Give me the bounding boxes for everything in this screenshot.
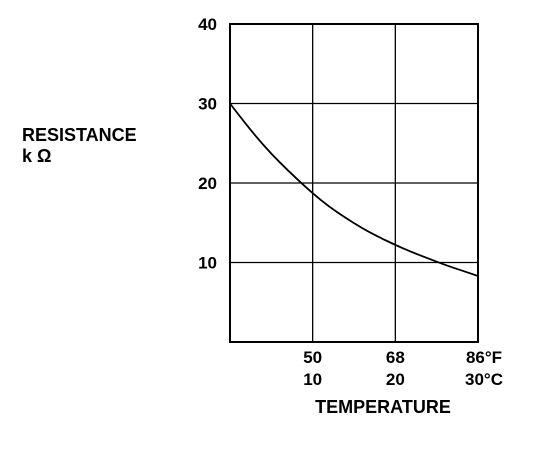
y-tick-label-40: 40 bbox=[198, 15, 217, 34]
y-tick-label-30: 30 bbox=[198, 95, 217, 114]
x-tick-label-f-10: 50 bbox=[303, 348, 322, 367]
y-axis-unit: k Ω bbox=[22, 146, 51, 166]
series-line-resistance bbox=[229, 102, 479, 277]
grid-lines bbox=[230, 24, 478, 342]
y-axis-title: RESISTANCE bbox=[22, 125, 137, 145]
x-tick-label-f-30: 86°F bbox=[466, 348, 502, 367]
y-tick-label-10: 10 bbox=[198, 254, 217, 273]
x-axis-title: TEMPERATURE bbox=[315, 397, 451, 417]
y-tick-labels: 40 30 20 10 bbox=[198, 15, 217, 273]
x-tick-label-c-20: 20 bbox=[386, 370, 405, 389]
x-tick-labels: 50 10 68 20 86°F 30°C bbox=[303, 348, 503, 389]
x-tick-label-c-10: 10 bbox=[303, 370, 322, 389]
y-tick-label-20: 20 bbox=[198, 174, 217, 193]
x-tick-label-f-20: 68 bbox=[386, 348, 405, 367]
x-tick-label-c-30: 30°C bbox=[465, 370, 503, 389]
plot-frame bbox=[229, 23, 479, 343]
